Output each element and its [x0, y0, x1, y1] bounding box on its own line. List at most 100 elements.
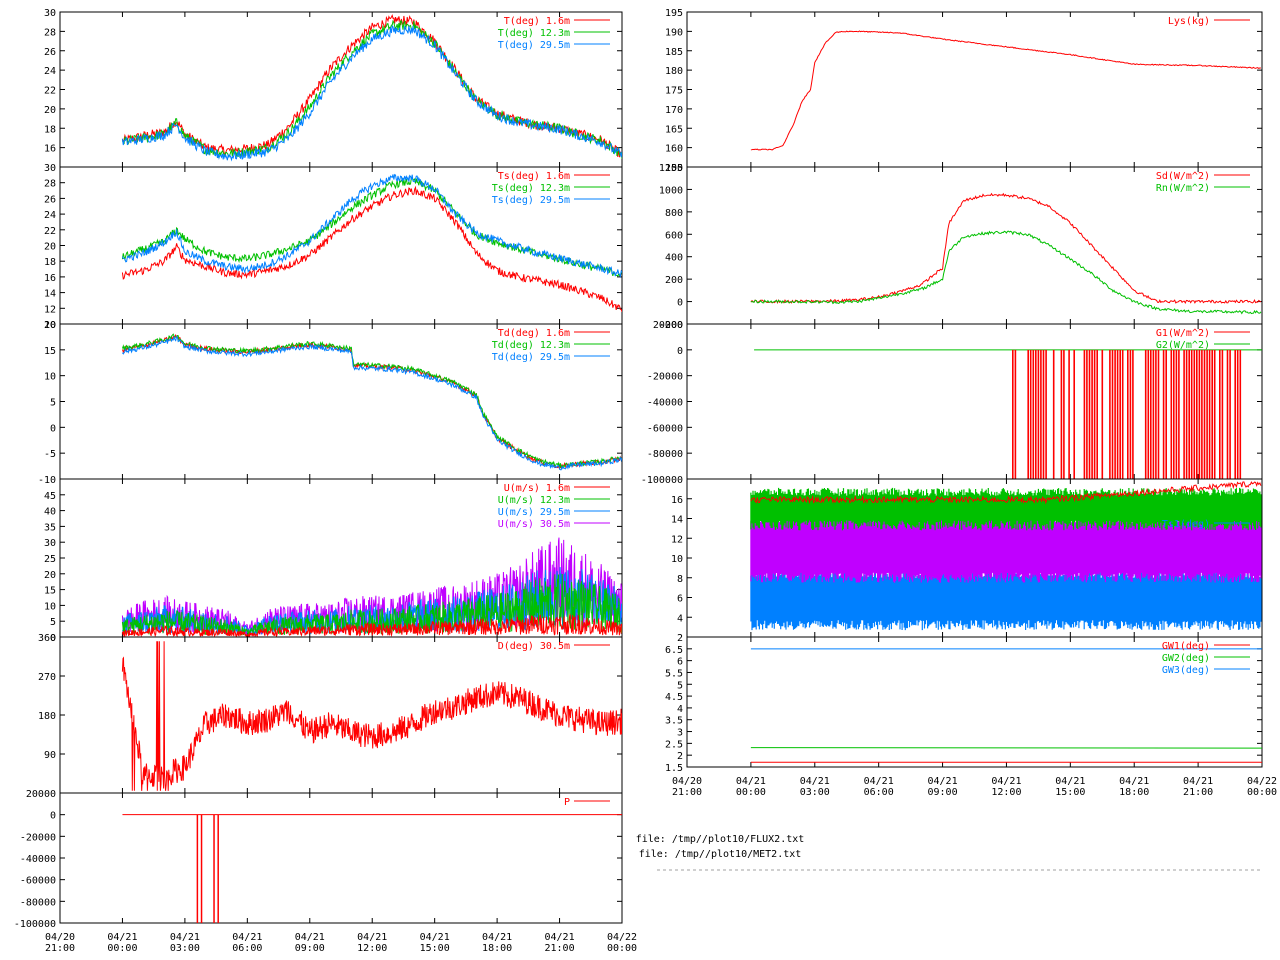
ground-water-ytick-label: 6.5 [665, 645, 683, 656]
lysimeter-ytick-label: 155 [665, 163, 683, 174]
soil-heat-flux-ytick-label: -100000 [641, 475, 683, 486]
dew-point-series-2 [122, 335, 622, 471]
wind-speed-ytick-label: 45 [44, 491, 56, 502]
soil-heat-flux-legend-label-0: G1(W/m^2) [1156, 328, 1210, 339]
wind-direction-legend-label-0: D(deg) 30.5m [498, 641, 570, 652]
left-axis-xtick-time-7: 18:00 [482, 943, 512, 954]
right-axis-xtick-date-2: 04/21 [800, 776, 830, 787]
soil-temperature-ytick-label: 16 [671, 495, 683, 506]
surface-temperature-series-2 [121, 173, 622, 279]
radiation-ytick-label: 600 [665, 230, 683, 241]
temperature-legend-label-1: T(deg) 12.3m [498, 28, 570, 39]
pressure-ytick-label: -20000 [20, 832, 56, 843]
wind-speed-ytick-label: 15 [44, 586, 56, 597]
pressure-ytick-label: -60000 [20, 876, 56, 887]
temperature-ytick-label: 16 [44, 144, 56, 155]
wind-speed-legend-label-2: U(m/s) 29.5m [498, 507, 570, 518]
left-axis-xtick-time-4: 09:00 [295, 943, 325, 954]
surface-temperature-ytick-label: 22 [44, 226, 56, 237]
temperature-ytick-label: 22 [44, 86, 56, 97]
right-axis-xtick-time-8: 21:00 [1183, 787, 1213, 798]
ground-water-ytick-label: 1.5 [665, 763, 683, 774]
ground-water-ytick-label: 3.5 [665, 716, 683, 727]
left-axis-xtick-time-0: 21:00 [45, 943, 75, 954]
right-axis-xtick-date-5: 04/21 [991, 776, 1021, 787]
left-axis-xtick-date-1: 04/21 [107, 932, 137, 943]
wind-speed-legend-label-1: U(m/s) 12.3m [498, 495, 570, 506]
left-axis-xtick-time-8: 21:00 [545, 943, 575, 954]
wind-speed-ytick-label: 20 [44, 570, 56, 581]
wind-speed-legend-label-3: U(m/s) 30.5m [498, 519, 570, 530]
right-axis-xtick-time-7: 18:00 [1119, 787, 1149, 798]
pressure-ytick-label: -80000 [20, 897, 56, 908]
right-axis-xtick-date-9: 04/22 [1247, 776, 1277, 787]
soil-heat-flux-ytick-label: -80000 [647, 449, 683, 460]
wind-speed-series-0 [121, 614, 622, 637]
soil-temperature-band-0 [750, 569, 1262, 631]
dew-point-legend-label-1: Td(deg) 12.3m [492, 340, 570, 351]
soil-heat-flux-ytick-label: 0 [677, 346, 683, 357]
soil-temperature-series-red [750, 481, 1262, 505]
surface-temperature-ytick-label: 18 [44, 257, 56, 268]
soil-heat-flux-ytick-label: -40000 [647, 398, 683, 409]
surface-temperature-legend-label-0: Ts(deg) 1.6m [498, 171, 570, 182]
radiation-ytick-label: 1000 [659, 185, 683, 196]
ground-water-legend-label-1: GW2(deg) [1162, 653, 1210, 664]
right-axis-xtick-time-6: 15:00 [1055, 787, 1085, 798]
ground-water-ytick-label: 2.5 [665, 739, 683, 750]
lysimeter-ytick-label: 185 [665, 47, 683, 58]
temperature-ytick-label: 24 [44, 66, 56, 77]
lysimeter-ytick-label: 180 [665, 66, 683, 77]
left-axis-xtick-date-3: 04/21 [232, 932, 262, 943]
dew-point-ytick-label: 20 [44, 320, 56, 331]
pressure-ytick-label: -100000 [14, 919, 56, 930]
ground-water-ytick-label: 2 [677, 751, 683, 762]
right-axis-xtick-time-4: 09:00 [928, 787, 958, 798]
ground-water-ytick-label: 3 [677, 728, 683, 739]
temperature-series-2 [121, 25, 622, 162]
soil-temperature-ytick-label: 8 [677, 574, 683, 585]
temperature-ytick-label: 20 [44, 105, 56, 116]
soil-heat-flux-ytick-label: -60000 [647, 423, 683, 434]
soil-temperature-legend-label-3: Ts1(deg) [1162, 519, 1210, 530]
temperature-ytick-label: 26 [44, 47, 56, 58]
dew-point-ytick-label: 15 [44, 346, 56, 357]
radiation-legend-label-0: Sd(W/m^2) [1156, 171, 1210, 182]
radiation-ytick-label: 800 [665, 208, 683, 219]
surface-temperature-series-0 [121, 185, 622, 313]
right-axis-xtick-time-0: 21:00 [672, 787, 702, 798]
right-axis-xtick-date-4: 04/21 [928, 776, 958, 787]
wind-direction-ytick-label: 90 [44, 750, 56, 761]
lysimeter-legend-label-0: Lys(kg) [1168, 16, 1210, 27]
dew-point-legend-label-0: Td(deg) 1.6m [498, 328, 570, 339]
dew-point-ytick-label: -5 [44, 449, 56, 460]
left-axis-xtick-date-8: 04/21 [545, 932, 575, 943]
left-axis-xtick-date-9: 04/22 [607, 932, 637, 943]
surface-temperature-series-1 [121, 176, 622, 277]
dew-point-legend-label-2: Td(deg) 29.5m [492, 352, 570, 363]
radiation-ytick-label: 200 [665, 275, 683, 286]
left-axis-xtick-date-7: 04/21 [482, 932, 512, 943]
temperature-legend-label-0: T(deg) 1.6m [504, 16, 570, 27]
ground-water-legend-label-2: GW3(deg) [1162, 665, 1210, 676]
right-axis-xtick-time-1: 00:00 [736, 787, 766, 798]
ground-water-ytick-label: 5.5 [665, 668, 683, 679]
soil-heat-flux-legend-label-1: G2(W/m^2) [1156, 340, 1210, 351]
temperature-ytick-label: 30 [44, 8, 56, 19]
lysimeter-series-0 [750, 30, 1261, 151]
temperature-ytick-label: 28 [44, 27, 56, 38]
lysimeter-ytick-label: 165 [665, 124, 683, 135]
radiation-ytick-label: 400 [665, 253, 683, 264]
ground-water-legend-label-0: GW1(deg) [1162, 641, 1210, 652]
left-axis-xtick-date-4: 04/21 [295, 932, 325, 943]
right-axis-xtick-date-7: 04/21 [1119, 776, 1149, 787]
right-axis-xtick-date-3: 04/21 [864, 776, 894, 787]
lysimeter-ytick-label: 160 [665, 144, 683, 155]
dew-point-ytick-label: 0 [50, 423, 56, 434]
pressure-legend-label-0: P [564, 797, 570, 808]
right-axis-xtick-date-8: 04/21 [1183, 776, 1213, 787]
right-axis-xtick-date-6: 04/21 [1055, 776, 1085, 787]
soil-temperature-band-2 [750, 487, 1262, 531]
left-axis-xtick-time-1: 00:00 [107, 943, 137, 954]
